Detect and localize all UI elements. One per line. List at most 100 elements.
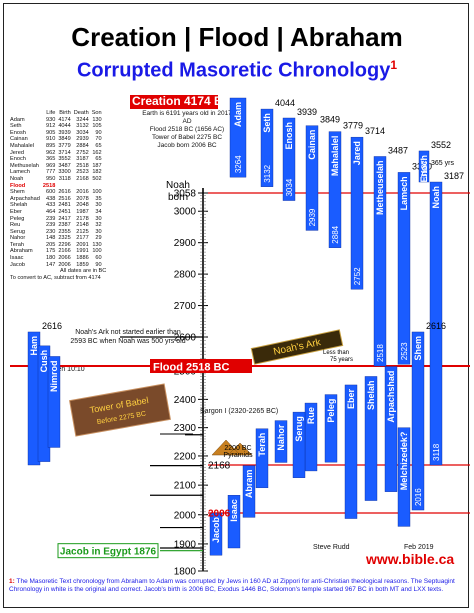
table-cell: 2078 bbox=[76, 195, 89, 202]
bar-bottom-label: 3034 bbox=[285, 178, 294, 196]
flood-label: Flood 2518 BC bbox=[153, 362, 229, 374]
table-cell: Eber bbox=[10, 208, 22, 215]
table-row: Nahor 148 2325 2177 29 bbox=[10, 235, 105, 242]
table-cell: 65 bbox=[95, 156, 102, 163]
gen-note: Gen 10:10 bbox=[52, 366, 85, 373]
babel-badge bbox=[69, 383, 171, 437]
table-note: All dates are in BC bbox=[60, 268, 107, 275]
table-cell: 30 bbox=[95, 215, 102, 222]
table-cell: Jered bbox=[10, 149, 24, 156]
bar-name-label: Arpachshad bbox=[386, 371, 396, 423]
bar-name-label: Noah bbox=[431, 186, 441, 209]
lifespan-bar bbox=[260, 108, 274, 187]
table-cell: 3939 bbox=[58, 129, 71, 136]
table-cell: 65 bbox=[95, 142, 102, 149]
table-cell: 2481 bbox=[58, 202, 71, 209]
table-cell: 2016 bbox=[76, 189, 89, 196]
bar-top-label: 2616 bbox=[426, 321, 446, 331]
table-cell: 2325 bbox=[58, 235, 71, 242]
table-cell: 239 bbox=[45, 222, 56, 229]
bar-name-label: Cush bbox=[39, 350, 49, 373]
creation-note: Earth is 6191 years old in 2017 AD bbox=[142, 110, 232, 125]
table-cell: 182 bbox=[92, 169, 102, 176]
bar-name-label: Isaac bbox=[229, 499, 239, 522]
table-cell: 2518 bbox=[76, 162, 89, 169]
bar-name-label: Terah bbox=[257, 433, 267, 457]
table-cell: 3714 bbox=[58, 149, 71, 156]
y-tick-label: 2700 bbox=[174, 301, 197, 312]
bar-name-label: Shem bbox=[413, 336, 423, 361]
event-marker-label: 2168 bbox=[208, 461, 231, 472]
creation-banner bbox=[130, 95, 218, 109]
table-row: Lamech 777 3300 2523 182 bbox=[10, 169, 105, 176]
table-cell: 205 bbox=[45, 241, 56, 248]
lifespan-bar bbox=[350, 136, 364, 290]
table-cell: 905 bbox=[45, 129, 56, 136]
y-tick-label: 1800 bbox=[174, 567, 197, 578]
bar-name-label: Enosh bbox=[284, 122, 294, 150]
table-cell: 29 bbox=[95, 235, 102, 242]
y-tick-label: 2900 bbox=[174, 238, 197, 249]
lifespan-bar bbox=[274, 420, 288, 463]
table-cell: Jacob bbox=[10, 261, 25, 268]
table-header-cell: Death bbox=[73, 110, 89, 116]
table-cell: 910 bbox=[45, 136, 56, 143]
table-cell: Abraham bbox=[10, 248, 33, 255]
y-tick-label: 2800 bbox=[174, 270, 197, 281]
table-cell: 2091 bbox=[76, 241, 89, 248]
ark-badge-sub: Less than bbox=[323, 350, 349, 356]
table-cell: 433 bbox=[45, 202, 56, 209]
table-cell: 1987 bbox=[76, 208, 89, 215]
table-row: Isaac 180 2066 1886 60 bbox=[10, 255, 105, 262]
table-row: Jered 962 3714 2752 162 bbox=[10, 150, 105, 157]
website-link[interactable]: www.bible.ca bbox=[366, 551, 455, 567]
table-cell: 2166 bbox=[58, 248, 71, 255]
table-cell: 147 bbox=[45, 261, 56, 268]
bar-name-label: Metheuselah bbox=[375, 160, 385, 215]
table-cell: Flood bbox=[10, 182, 26, 189]
enoch-years-label: 365 yrs bbox=[431, 160, 454, 167]
table-row: Adam 930 4174 3244 130 bbox=[10, 117, 105, 124]
bar-name-label: Shelah bbox=[366, 380, 376, 410]
lifespan-bar bbox=[255, 428, 269, 489]
bar-top-label: 3714 bbox=[365, 126, 385, 136]
table-cell: 2616 bbox=[58, 189, 71, 196]
table-row: Terah 205 2296 2091 130 bbox=[10, 242, 105, 249]
table-cell: 187 bbox=[92, 162, 102, 169]
bar-bottom-label: 2939 bbox=[308, 208, 317, 226]
table-cell: 969 bbox=[45, 162, 56, 169]
lifespan-bar bbox=[373, 156, 387, 367]
lifespan-bar bbox=[411, 331, 425, 511]
bar-name-label: Jared bbox=[352, 141, 362, 165]
table-cell: 3779 bbox=[58, 142, 71, 149]
flood-banner bbox=[150, 359, 252, 373]
table-cell: 365 bbox=[45, 156, 56, 163]
table-cell: 777 bbox=[45, 169, 56, 176]
table-cell: Adam bbox=[10, 116, 25, 123]
table-cell: Cainan bbox=[10, 136, 28, 143]
table-row: Mahalalel 895 3779 2884 65 bbox=[10, 143, 105, 150]
table-row: Reu 239 2387 2148 32 bbox=[10, 222, 105, 229]
event-label: Jacob in Egypt 1876 bbox=[60, 547, 157, 558]
table-cell: Reu bbox=[10, 222, 21, 229]
table-cell: 2355 bbox=[58, 228, 71, 235]
table-row: Cainan 910 3849 2939 70 bbox=[10, 136, 105, 143]
table-cell: Noah bbox=[10, 175, 24, 182]
bar-name-label: Nahor bbox=[276, 424, 286, 451]
bar-bottom-label: 2752 bbox=[353, 267, 362, 285]
bar-name-label: Peleg bbox=[326, 399, 336, 423]
bar-top-label: 3849 bbox=[320, 115, 340, 125]
table-cell: Arpachshad bbox=[10, 195, 40, 202]
table-cell: Serug bbox=[10, 228, 25, 235]
y-tick-label: 3000 bbox=[174, 207, 197, 218]
table-cell: Nahor bbox=[10, 235, 26, 242]
sargon-note: Sargon I (2320-2265 BC) bbox=[200, 408, 279, 415]
table-cell: 2516 bbox=[58, 195, 71, 202]
table-row: Noah 950 3118 2168 502 bbox=[10, 176, 105, 183]
bar-name-label: Eber bbox=[346, 388, 356, 409]
footnote-text: The Masoretic Text chronology from Abrah… bbox=[9, 578, 455, 594]
table-row: Seth 912 4044 3132 105 bbox=[10, 123, 105, 130]
y-tick-label: 2400 bbox=[174, 395, 197, 406]
